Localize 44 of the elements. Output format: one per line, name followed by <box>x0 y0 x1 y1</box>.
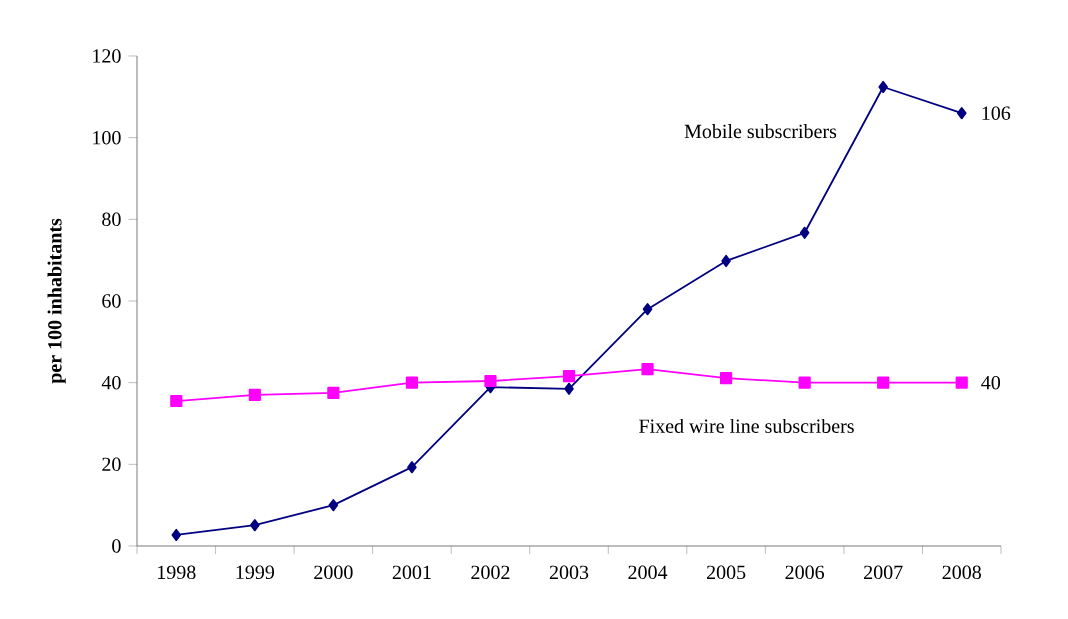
point <box>955 376 968 389</box>
x-tick-label: 1999 <box>236 565 275 580</box>
y-tick-label: 100 <box>93 130 121 145</box>
x-tick-label: 2005 <box>706 565 746 580</box>
point <box>248 388 261 401</box>
y-tick-label: 0 <box>112 539 121 553</box>
x-tick-label: 2004 <box>628 565 668 580</box>
y-tick-label: 80 <box>102 212 121 227</box>
point <box>484 374 497 388</box>
x-tick-label: 2003 <box>549 565 589 580</box>
point <box>405 376 419 389</box>
point <box>170 394 183 408</box>
point <box>878 80 888 94</box>
x-tick-label: 2001 <box>392 565 431 580</box>
x-tick-label: 2008 <box>942 565 981 580</box>
point <box>642 303 653 316</box>
data-label: 106 <box>982 106 1011 120</box>
y-tick-label: 120 <box>93 49 121 63</box>
y-axis-title: per 100 inhabitants <box>47 218 66 384</box>
point <box>641 363 654 376</box>
x-tick-label: 2002 <box>471 565 510 580</box>
series-label: Mobile subscribers <box>684 124 837 139</box>
point <box>956 107 967 120</box>
x-tick-label: 1998 <box>158 565 196 580</box>
data-label: 40 <box>981 375 1001 390</box>
point <box>798 376 811 389</box>
y-tick-label: 20 <box>102 457 121 472</box>
point <box>721 254 731 268</box>
series-label: Fixed wire line subscribers <box>639 418 854 433</box>
point <box>720 372 733 385</box>
x-tick-label: 2007 <box>864 565 903 580</box>
point <box>407 461 417 474</box>
point <box>564 382 574 395</box>
x-tick-label: 2000 <box>314 565 353 580</box>
point <box>250 519 260 532</box>
x-tick-label: 2006 <box>785 565 825 580</box>
y-tick-label: 40 <box>101 375 121 390</box>
point <box>328 499 339 512</box>
point <box>877 376 890 389</box>
point <box>171 528 182 542</box>
point <box>799 226 810 239</box>
point <box>327 386 340 399</box>
y-tick-label: 60 <box>102 294 121 308</box>
point <box>562 370 576 383</box>
